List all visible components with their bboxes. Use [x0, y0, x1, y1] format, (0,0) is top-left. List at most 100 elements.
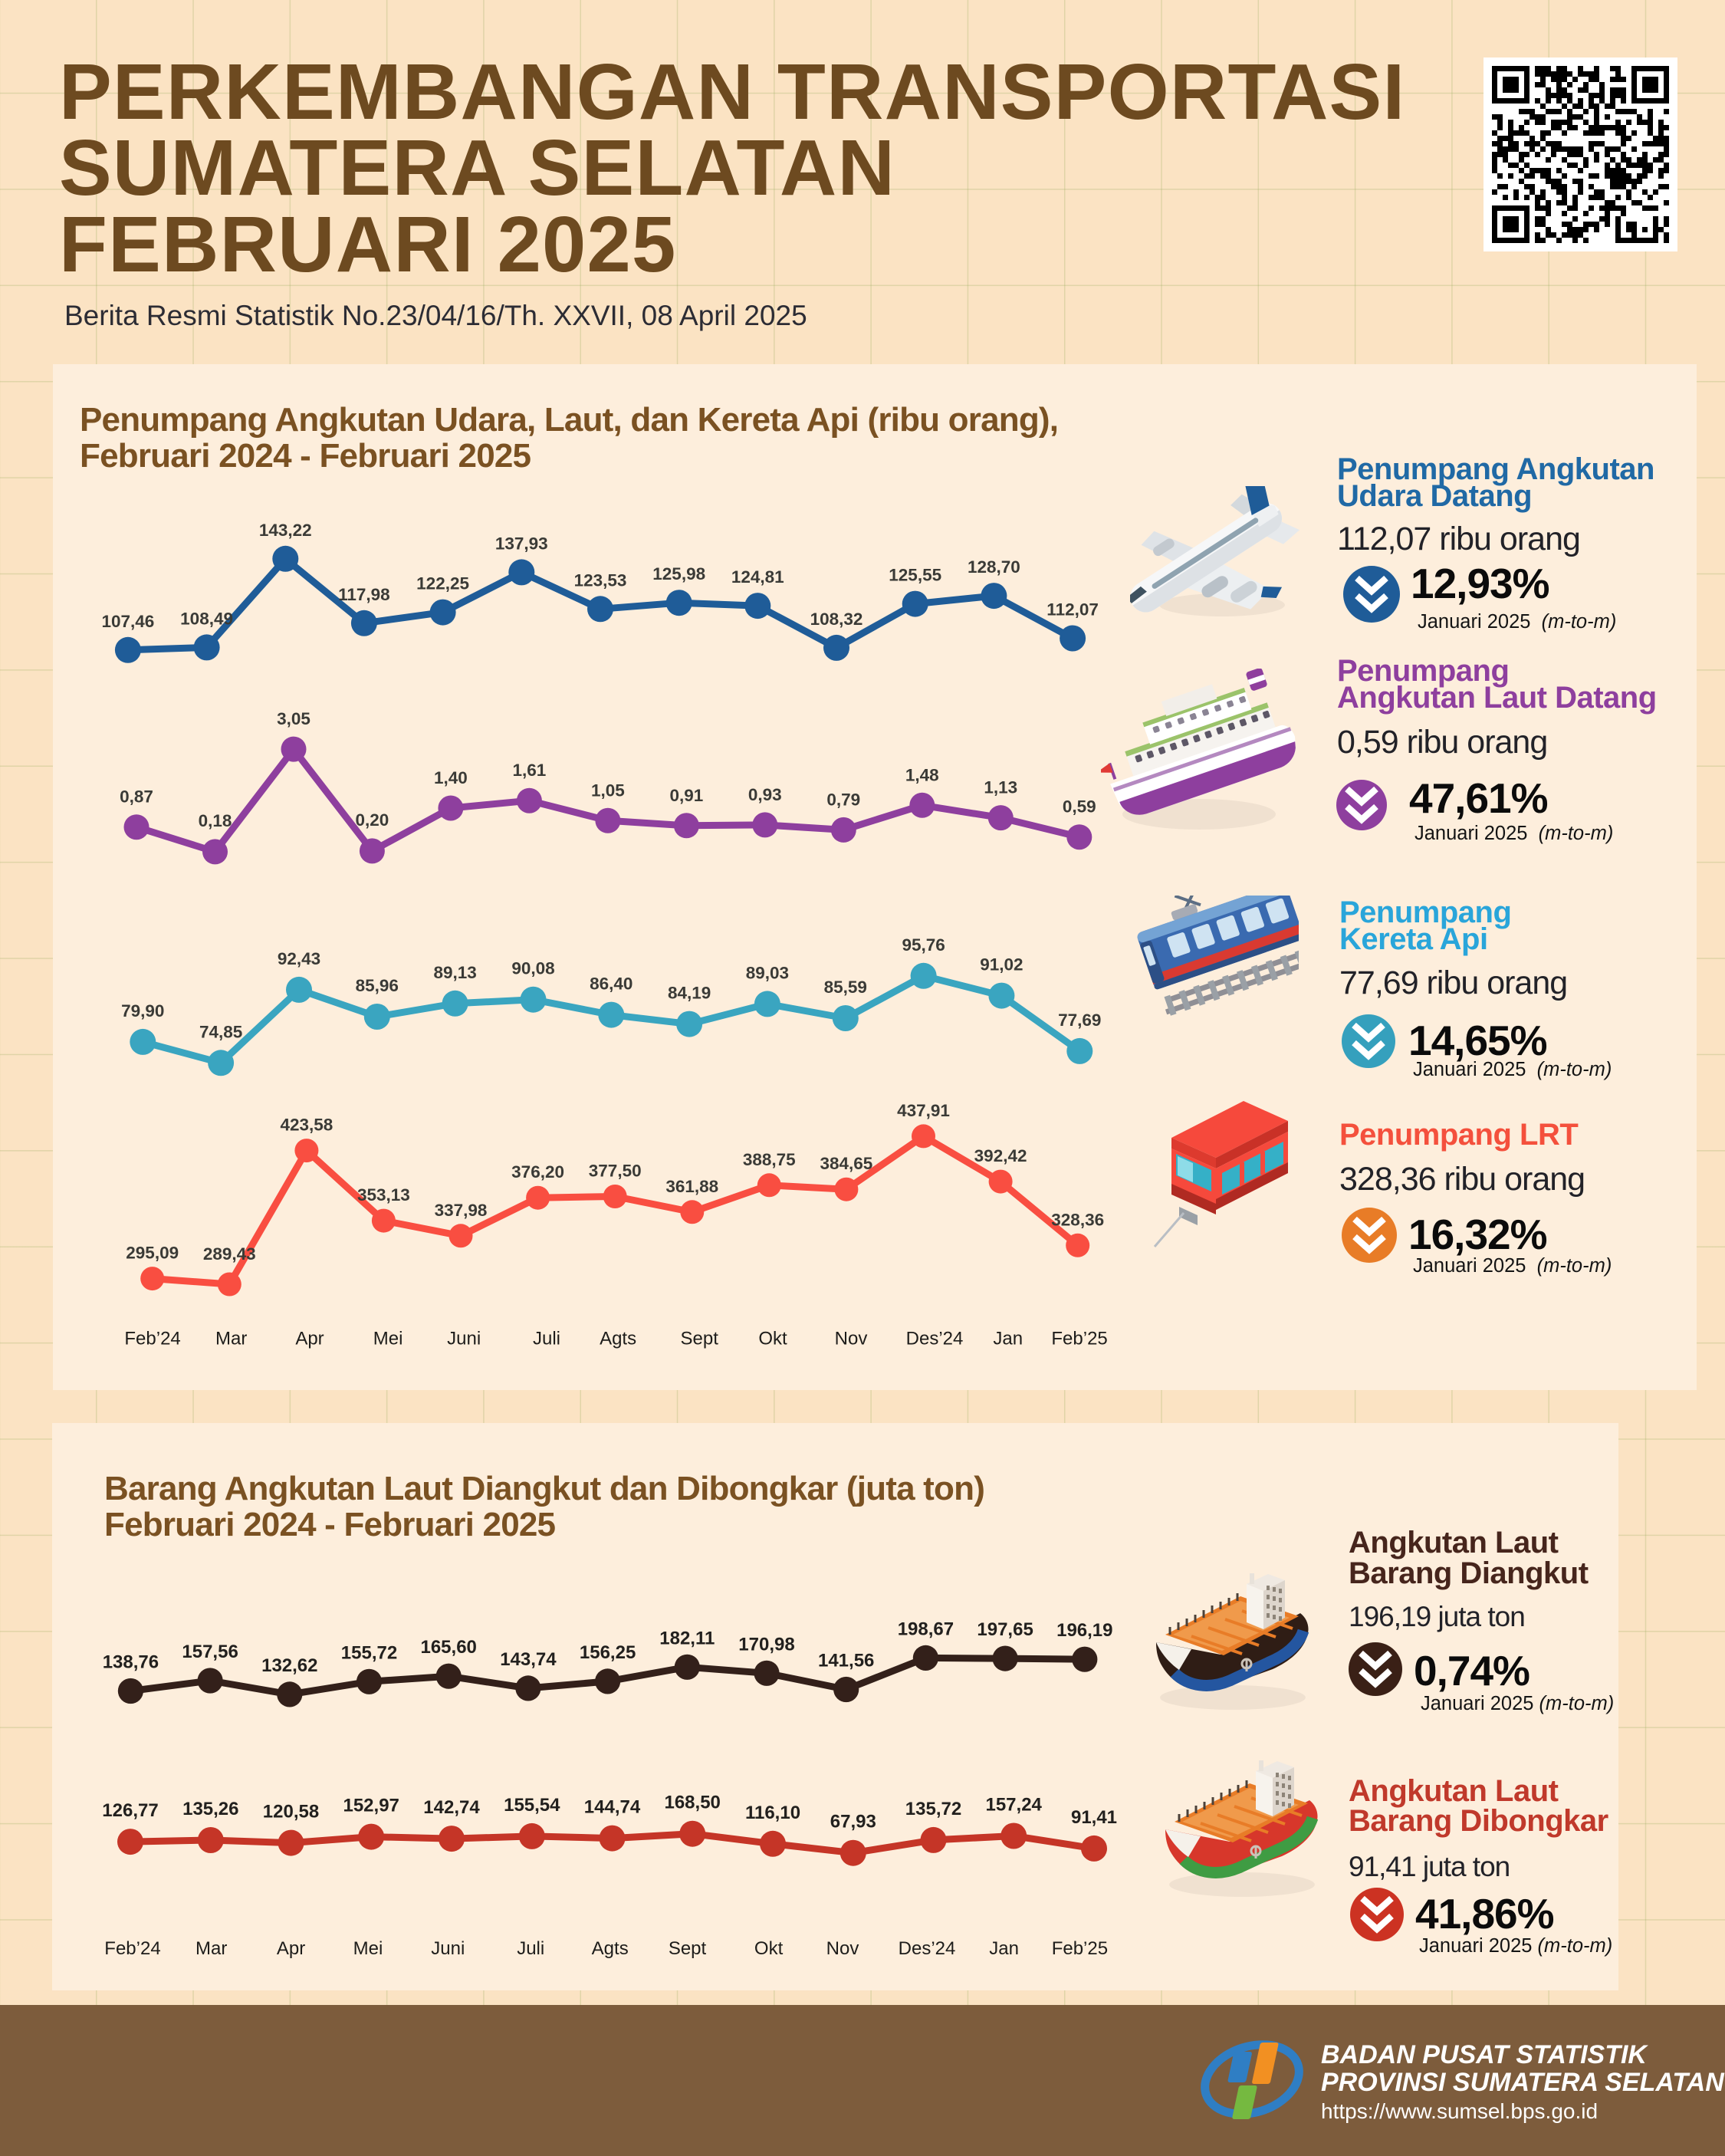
- svg-text:Juni: Juni: [431, 1938, 465, 1959]
- svg-text:108,32: 108,32: [810, 610, 863, 629]
- svg-text:353,13: 353,13: [357, 1185, 410, 1205]
- svg-text:142,74: 142,74: [423, 1797, 480, 1818]
- svg-text:1,40: 1,40: [434, 768, 468, 787]
- svg-text:126,77: 126,77: [102, 1800, 158, 1821]
- svg-text:437,91: 437,91: [897, 1101, 950, 1120]
- svg-text:116,10: 116,10: [745, 1803, 800, 1823]
- svg-text:67,93: 67,93: [830, 1812, 876, 1832]
- svg-text:74,85: 74,85: [199, 1022, 242, 1041]
- svg-text:0,59: 0,59: [1063, 797, 1096, 817]
- svg-text:Feb’24: Feb’24: [124, 1329, 180, 1349]
- svg-text:392,42: 392,42: [974, 1146, 1027, 1165]
- svg-text:85,59: 85,59: [824, 978, 867, 997]
- svg-text:Apr: Apr: [277, 1938, 305, 1959]
- svg-text:328,36: 328,36: [1051, 1210, 1104, 1229]
- svg-text:135,26: 135,26: [182, 1799, 238, 1819]
- svg-text:Feb’25: Feb’25: [1052, 1938, 1108, 1959]
- svg-text:135,72: 135,72: [905, 1799, 961, 1819]
- svg-text:Nov: Nov: [826, 1938, 859, 1959]
- svg-text:Mar: Mar: [215, 1329, 247, 1349]
- svg-text:3,05: 3,05: [277, 709, 310, 728]
- svg-text:122,25: 122,25: [416, 574, 469, 593]
- svg-text:128,70: 128,70: [968, 557, 1020, 577]
- svg-text:155,54: 155,54: [504, 1795, 560, 1816]
- svg-text:92,43: 92,43: [278, 949, 320, 968]
- svg-text:Apr: Apr: [295, 1329, 324, 1349]
- svg-text:89,13: 89,13: [433, 963, 476, 982]
- svg-text:388,75: 388,75: [743, 1150, 796, 1169]
- svg-text:Okt: Okt: [754, 1938, 784, 1959]
- svg-text:143,74: 143,74: [500, 1649, 557, 1670]
- svg-text:Juli: Juli: [517, 1938, 544, 1959]
- svg-text:0,87: 0,87: [120, 787, 153, 807]
- svg-text:125,98: 125,98: [652, 564, 705, 583]
- svg-text:Des’24: Des’24: [899, 1938, 956, 1959]
- svg-text:157,24: 157,24: [985, 1795, 1042, 1816]
- svg-text:84,19: 84,19: [668, 984, 711, 1003]
- svg-text:77,69: 77,69: [1058, 1011, 1101, 1030]
- svg-text:141,56: 141,56: [818, 1651, 874, 1671]
- svg-text:168,50: 168,50: [664, 1793, 720, 1813]
- svg-text:Juli: Juli: [533, 1329, 560, 1349]
- svg-text:1,48: 1,48: [905, 765, 939, 784]
- svg-text:361,88: 361,88: [665, 1177, 718, 1196]
- svg-text:376,20: 376,20: [511, 1162, 564, 1182]
- svg-text:295,09: 295,09: [126, 1244, 179, 1263]
- svg-text:0,91: 0,91: [670, 786, 704, 805]
- svg-text:377,50: 377,50: [589, 1162, 642, 1181]
- svg-text:156,25: 156,25: [580, 1642, 636, 1663]
- svg-text:120,58: 120,58: [263, 1802, 319, 1822]
- svg-text:143,22: 143,22: [259, 521, 312, 540]
- svg-text:165,60: 165,60: [420, 1637, 476, 1658]
- svg-text:170,98: 170,98: [738, 1634, 794, 1655]
- svg-text:95,76: 95,76: [902, 935, 945, 955]
- svg-text:108,49: 108,49: [180, 609, 233, 628]
- svg-text:91,02: 91,02: [980, 955, 1023, 974]
- svg-text:Agts: Agts: [592, 1938, 629, 1959]
- svg-text:1,61: 1,61: [513, 761, 547, 780]
- svg-text:197,65: 197,65: [977, 1619, 1033, 1640]
- svg-text:112,07: 112,07: [1046, 600, 1099, 620]
- svg-text:Sept: Sept: [681, 1329, 719, 1349]
- svg-text:155,72: 155,72: [341, 1642, 397, 1663]
- svg-text:137,93: 137,93: [495, 534, 548, 553]
- svg-text:123,53: 123,53: [574, 570, 627, 590]
- svg-text:Agts: Agts: [600, 1329, 636, 1349]
- svg-text:132,62: 132,62: [261, 1655, 317, 1676]
- svg-text:79,90: 79,90: [121, 1001, 164, 1020]
- svg-text:Jan: Jan: [993, 1329, 1023, 1349]
- svg-text:144,74: 144,74: [584, 1797, 641, 1818]
- svg-text:1,13: 1,13: [984, 778, 1017, 797]
- svg-text:90,08: 90,08: [511, 959, 554, 978]
- svg-text:289,43: 289,43: [203, 1244, 256, 1264]
- svg-text:0,18: 0,18: [199, 811, 232, 830]
- svg-text:1,05: 1,05: [591, 781, 625, 800]
- svg-text:182,11: 182,11: [659, 1628, 715, 1648]
- svg-text:157,56: 157,56: [182, 1642, 238, 1662]
- svg-text:Mei: Mei: [353, 1938, 383, 1959]
- svg-text:0,79: 0,79: [826, 790, 860, 809]
- svg-text:117,98: 117,98: [338, 585, 390, 604]
- svg-text:196,19: 196,19: [1056, 1620, 1112, 1641]
- svg-text:91,41: 91,41: [1071, 1807, 1117, 1828]
- svg-text:337,98: 337,98: [435, 1201, 488, 1220]
- svg-text:0,93: 0,93: [748, 785, 782, 804]
- svg-text:Des’24: Des’24: [906, 1329, 964, 1349]
- svg-text:Mar: Mar: [196, 1938, 227, 1959]
- svg-text:125,55: 125,55: [889, 566, 941, 585]
- svg-text:Sept: Sept: [669, 1938, 707, 1959]
- svg-text:Jan: Jan: [989, 1938, 1019, 1959]
- svg-text:89,03: 89,03: [746, 963, 789, 982]
- svg-text:Mei: Mei: [373, 1329, 403, 1349]
- svg-text:Juni: Juni: [447, 1329, 481, 1349]
- svg-text:107,46: 107,46: [101, 612, 154, 631]
- svg-text:Okt: Okt: [758, 1329, 787, 1349]
- svg-text:86,40: 86,40: [590, 974, 632, 994]
- svg-text:85,96: 85,96: [356, 976, 399, 995]
- svg-text:Feb’25: Feb’25: [1051, 1329, 1107, 1349]
- svg-text:198,67: 198,67: [898, 1619, 954, 1639]
- svg-text:124,81: 124,81: [731, 567, 784, 587]
- svg-text:423,58: 423,58: [280, 1116, 333, 1135]
- svg-text:152,97: 152,97: [343, 1796, 399, 1816]
- svg-text:Nov: Nov: [835, 1329, 868, 1349]
